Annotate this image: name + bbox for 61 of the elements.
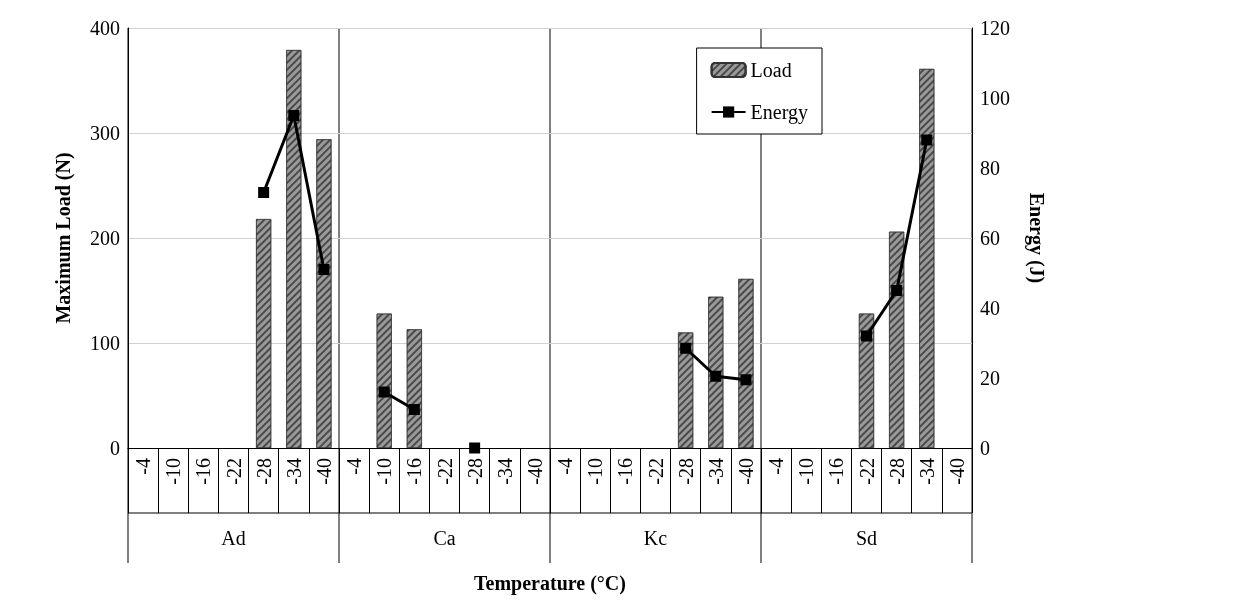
point xyxy=(288,110,300,121)
x-tick-label: -4 xyxy=(554,458,577,475)
x-tick-label: -28 xyxy=(252,458,275,485)
x-tick-label: -22 xyxy=(855,458,878,485)
y2-tick-label: 40 xyxy=(980,297,1000,319)
x-tick-label: -40 xyxy=(945,458,968,485)
text: Kc xyxy=(643,527,668,549)
x-tick-label: -40 xyxy=(734,458,757,485)
x-tick-label: -10 xyxy=(373,458,396,485)
point xyxy=(318,264,330,275)
point xyxy=(469,442,481,454)
y-tick-label: 100 xyxy=(90,332,120,354)
x-axis-title: Temperature (°C) xyxy=(474,572,626,595)
x-tick-label: -28 xyxy=(463,458,486,485)
x-tick-label: -34 xyxy=(704,458,727,485)
x-tick-label: -34 xyxy=(915,458,938,485)
y-tick-label: 300 xyxy=(90,122,120,144)
x-tick-label: -10 xyxy=(795,458,818,485)
point xyxy=(378,386,390,398)
x-tick-label: -16 xyxy=(614,458,637,485)
point xyxy=(258,187,270,198)
x-tick-label: -22 xyxy=(644,458,667,485)
x-tick-label: -34 xyxy=(493,458,516,485)
x-tick-label: -16 xyxy=(192,458,215,485)
legend-label: Load xyxy=(750,59,792,81)
x-tick-label: -16 xyxy=(825,458,848,485)
y2-axis-title: Energy (J) xyxy=(1025,192,1048,284)
x-tick-label: -4 xyxy=(132,458,155,475)
x-tick-label: -10 xyxy=(584,458,607,485)
x-tick-label: -34 xyxy=(282,458,305,485)
point xyxy=(891,285,903,296)
text: Ad xyxy=(221,527,246,549)
x-tick-label: -4 xyxy=(765,458,788,475)
point xyxy=(740,374,752,386)
y2-tick-label: 60 xyxy=(980,227,1000,249)
y2-tick-label: 120 xyxy=(980,17,1010,39)
y-tick-label: 0 xyxy=(110,437,120,459)
x-tick-label: -16 xyxy=(403,458,426,485)
point xyxy=(861,330,872,342)
x-tick-label: -4 xyxy=(343,458,366,475)
text: Ca xyxy=(433,527,456,549)
text: Sd xyxy=(855,527,878,549)
x-tick-label: -28 xyxy=(674,458,697,485)
y2-tick-label: 0 xyxy=(980,437,990,459)
legend-label: Energy xyxy=(750,101,809,124)
y-tick-label: 400 xyxy=(90,17,120,39)
point xyxy=(680,342,692,354)
y2-tick-label: 20 xyxy=(980,367,1000,389)
x-tick-label: -22 xyxy=(433,458,456,485)
x-tick-label: -40 xyxy=(523,458,546,485)
point xyxy=(710,370,722,382)
point xyxy=(921,134,933,146)
y-tick-label: 200 xyxy=(90,227,120,249)
x-tick-label: -40 xyxy=(312,458,335,485)
point xyxy=(408,404,420,415)
y2-tick-label: 100 xyxy=(980,87,1010,109)
x-tick-label: -28 xyxy=(885,458,908,485)
x-tick-label: -10 xyxy=(162,458,185,485)
x-tick-label: -22 xyxy=(222,458,245,485)
y-axis-title: Maximum Load (N) xyxy=(52,152,75,324)
y2-tick-label: 80 xyxy=(980,157,1000,179)
